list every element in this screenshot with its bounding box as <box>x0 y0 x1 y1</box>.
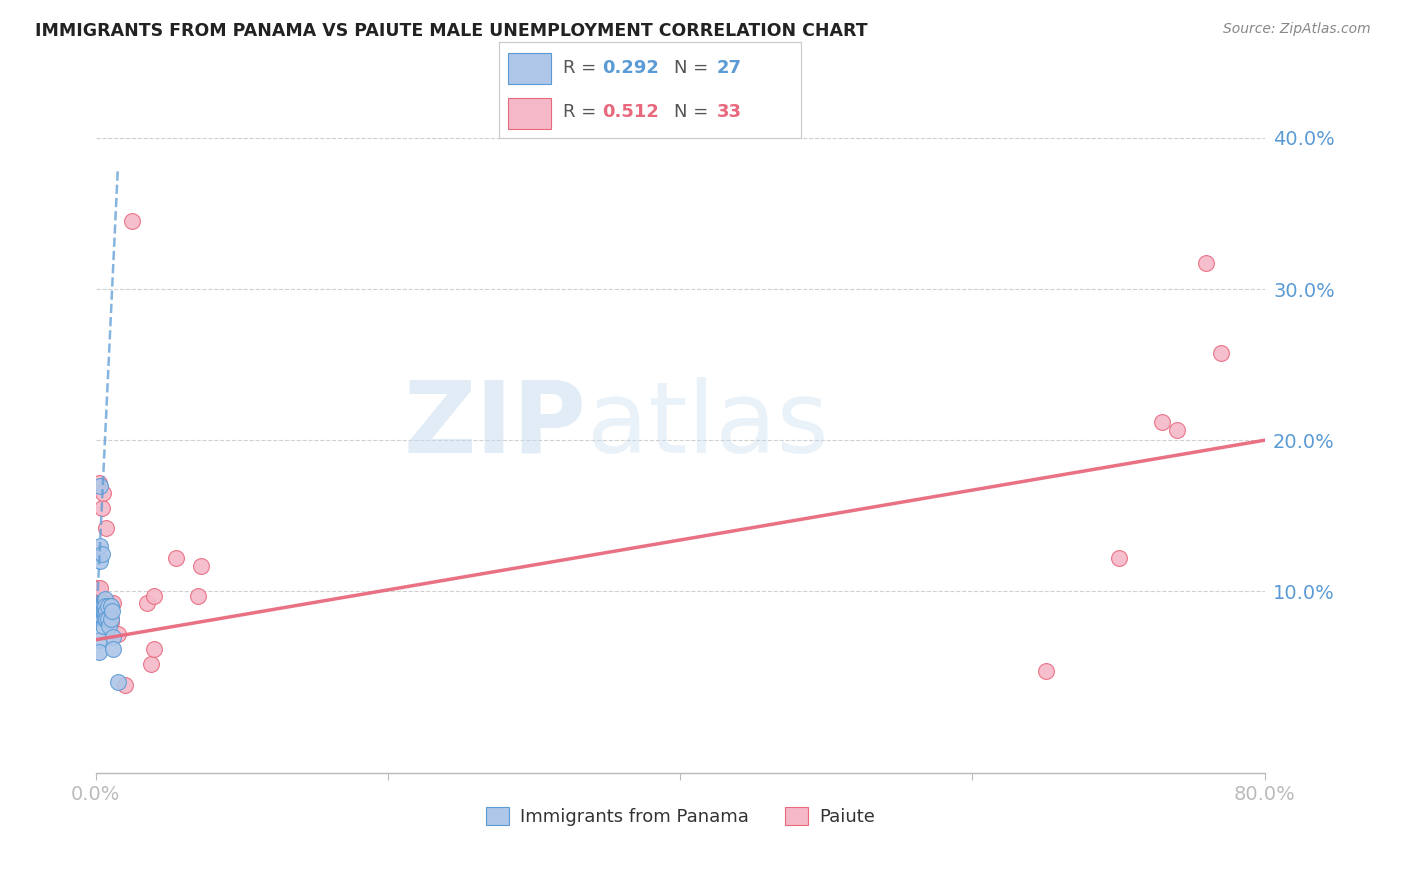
Point <box>87 475 110 490</box>
Text: atlas: atlas <box>586 376 828 474</box>
Point <box>86 582 108 596</box>
Point <box>96 521 118 535</box>
Text: ZIP: ZIP <box>404 376 586 474</box>
Point <box>98 619 121 633</box>
Text: IMMIGRANTS FROM PANAMA VS PAIUTE MALE UNEMPLOYMENT CORRELATION CHART: IMMIGRANTS FROM PANAMA VS PAIUTE MALE UN… <box>35 22 868 40</box>
Point <box>141 657 163 671</box>
Point <box>96 611 118 625</box>
Point <box>1035 665 1057 679</box>
Point <box>100 611 122 625</box>
Text: N =: N = <box>675 60 714 78</box>
Point <box>136 597 159 611</box>
Point <box>143 589 166 603</box>
Point <box>91 611 114 625</box>
Point <box>91 597 114 611</box>
Point <box>89 554 111 568</box>
FancyBboxPatch shape <box>508 98 551 128</box>
Point <box>98 597 121 611</box>
Point <box>114 678 136 692</box>
Text: 33: 33 <box>717 103 742 121</box>
Point <box>89 582 111 596</box>
Text: R =: R = <box>562 60 602 78</box>
Text: 27: 27 <box>717 60 742 78</box>
Point <box>93 599 115 614</box>
Point <box>187 589 209 603</box>
Point <box>1108 551 1130 566</box>
Point <box>1195 256 1218 270</box>
Point <box>87 645 110 659</box>
Text: Source: ZipAtlas.com: Source: ZipAtlas.com <box>1223 22 1371 37</box>
Point <box>98 604 121 618</box>
Point <box>103 641 125 656</box>
Point <box>1166 423 1188 437</box>
Point <box>100 599 122 614</box>
Point <box>90 611 112 625</box>
Point <box>89 478 111 492</box>
Point <box>100 611 122 625</box>
Point <box>91 486 114 500</box>
Point <box>190 558 212 573</box>
Point <box>91 604 114 618</box>
Point <box>97 599 120 614</box>
Point <box>86 607 108 621</box>
Text: 0.512: 0.512 <box>602 103 659 121</box>
Point <box>91 619 114 633</box>
Point <box>93 599 115 614</box>
Point <box>90 501 112 516</box>
Point <box>107 626 129 640</box>
Point <box>103 630 125 644</box>
Legend: Immigrants from Panama, Paiute: Immigrants from Panama, Paiute <box>478 800 882 833</box>
Point <box>1209 345 1232 359</box>
Point <box>101 604 124 618</box>
Point <box>143 641 166 656</box>
Point <box>93 611 115 625</box>
Point <box>90 597 112 611</box>
Point <box>165 551 187 566</box>
Point <box>103 597 125 611</box>
Point <box>93 597 115 611</box>
Point <box>96 604 118 618</box>
Point <box>93 591 115 606</box>
Text: 0.292: 0.292 <box>602 60 659 78</box>
Point <box>1152 415 1174 429</box>
Point <box>87 632 110 647</box>
Text: R =: R = <box>562 103 602 121</box>
Point <box>121 214 143 228</box>
Point <box>97 611 120 625</box>
Point <box>86 597 108 611</box>
Point <box>97 604 120 618</box>
Point <box>107 675 129 690</box>
Point <box>100 615 122 629</box>
Point <box>90 547 112 561</box>
Text: N =: N = <box>675 103 714 121</box>
FancyBboxPatch shape <box>508 54 551 85</box>
Point <box>89 539 111 553</box>
Point <box>90 599 112 614</box>
Point <box>97 597 120 611</box>
